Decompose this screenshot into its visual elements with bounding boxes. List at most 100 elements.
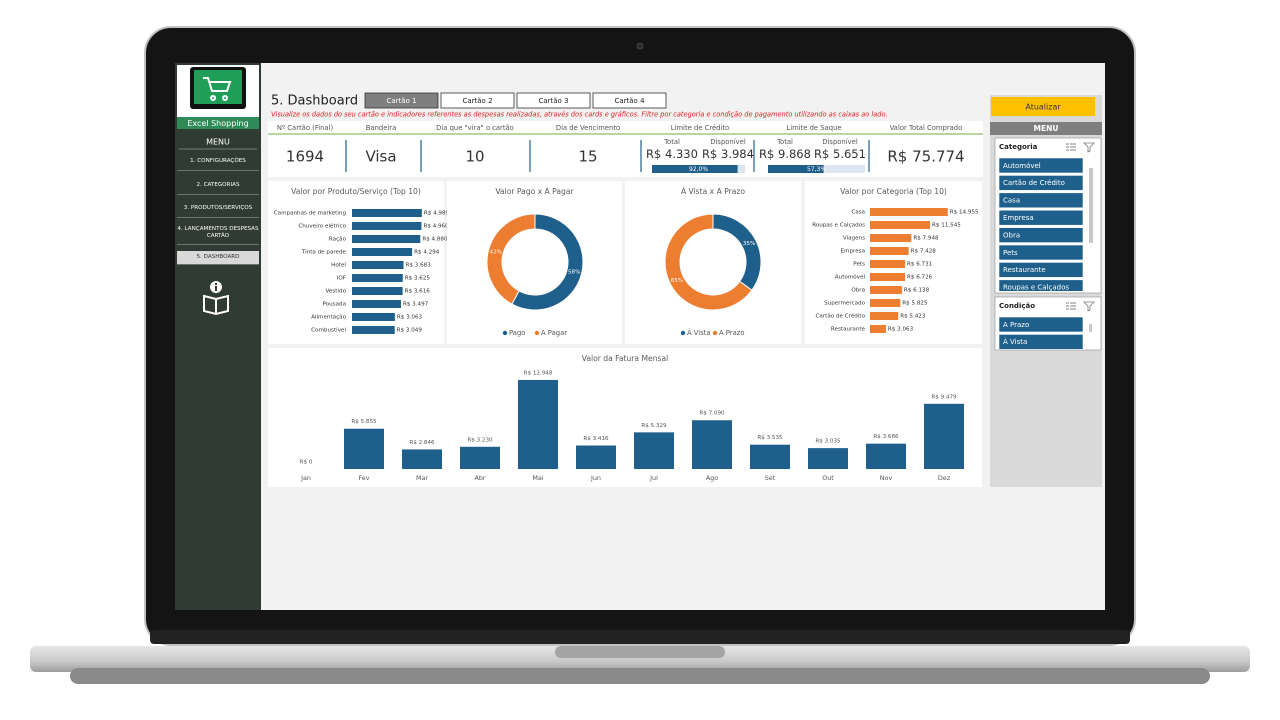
x-tick-label: Ago <box>706 474 718 482</box>
card-header: Dia de Vencimento <box>556 124 620 132</box>
dashboard-title: 5. Dashboard <box>271 94 358 109</box>
slicer-item[interactable] <box>998 279 1084 295</box>
sidebar-item[interactable]: 4. LANÇAMENTOS DESPESAS CARTÃO <box>177 221 259 245</box>
card-header: Limite de Saque <box>786 124 841 132</box>
refresh-button[interactable] <box>991 97 1095 116</box>
bar <box>870 273 905 281</box>
x-tick-label: Nov <box>880 474 893 482</box>
slicer-item[interactable] <box>998 334 1084 350</box>
slicer-item-label[interactable]: A Prazo <box>1003 321 1029 329</box>
dashboard-subtitle: Visualize os dados do seu cartão e indic… <box>271 111 888 119</box>
bar <box>866 443 906 469</box>
bar <box>870 299 901 307</box>
legend-swatch <box>502 330 508 336</box>
bar-value-label: R$ 3.497 <box>403 302 429 308</box>
bar <box>870 208 948 216</box>
info-icon-bar <box>215 286 217 291</box>
bar-value-label: R$ 5.423 <box>900 314 926 320</box>
slicer-clear-icon[interactable] <box>1083 301 1095 312</box>
legend-swatch <box>712 330 718 336</box>
book-icon <box>203 294 229 316</box>
slicer-item-label[interactable]: Empresa <box>1003 214 1034 222</box>
bar-category-label: Pets <box>853 262 865 268</box>
slicer-item-label[interactable]: Pets <box>1003 249 1018 257</box>
bar-category-label: Combustível <box>311 327 346 334</box>
sidebar-item-label[interactable]: 4. LANÇAMENTOS DESPESAS CARTÃO <box>177 221 259 245</box>
sidebar-item-label[interactable]: 2. CATEGORIAS <box>177 177 259 195</box>
limit-label: Disponível <box>822 138 858 146</box>
bar <box>460 446 500 469</box>
slicer-item-label[interactable]: Obra <box>1003 231 1020 239</box>
sidebar-item[interactable]: 3. PRODUTOS/SERVIÇOS <box>177 200 259 218</box>
chart-title: Valor Pago x A Pagar <box>495 187 574 196</box>
chart-title: Valor por Categoria (Top 10) <box>840 187 947 196</box>
slicer-item[interactable] <box>998 157 1084 174</box>
bar-value-label: R$ 4.989 <box>424 211 450 217</box>
bar-category-label: Campanhas de marketing <box>274 211 347 217</box>
card-header: Bandeira <box>366 124 396 132</box>
card-tab-label[interactable]: Cartão 4 <box>614 97 645 105</box>
card-header: Limite de Crédito <box>671 124 729 132</box>
bar <box>352 313 395 321</box>
card-tab[interactable] <box>364 92 439 109</box>
slicer-item[interactable] <box>998 244 1084 261</box>
bar-category-label: Viagens <box>843 236 865 242</box>
card-tab[interactable] <box>440 92 515 109</box>
filter-menu-bar <box>990 122 1102 135</box>
chart-title: Valor por Produto/Serviço (Top 10) <box>291 187 421 196</box>
bar-category-label: Vestido <box>326 289 347 295</box>
chart-title: Valor da Fatura Mensal <box>582 354 669 363</box>
limit-bar-label: 57,3% <box>807 166 826 173</box>
card-tab[interactable] <box>592 92 667 109</box>
slicer-multiselect-icon[interactable] <box>1066 302 1076 310</box>
slicer-item[interactable] <box>998 227 1084 243</box>
refresh-button-label[interactable]: Atualizar <box>1025 103 1061 112</box>
bar-value-label: R$ 5.825 <box>902 301 928 307</box>
slicer-item-label[interactable]: Casa <box>1003 197 1020 205</box>
card-header: Valor Total Comprado <box>890 124 963 132</box>
sidebar-item[interactable]: 1. CONFIGURAÇÕES <box>177 153 259 171</box>
sidebar-item-label[interactable]: 1. CONFIGURAÇÕES <box>177 153 259 171</box>
card-tab-label[interactable]: Cartão 1 <box>386 97 416 105</box>
card-tab-label[interactable]: Cartão 2 <box>462 97 492 105</box>
bar-category-label: Obra <box>851 288 865 294</box>
slicer-item-label[interactable]: Cartão de Crédito <box>1003 179 1065 187</box>
x-tick-label: Mai <box>532 474 543 482</box>
slicer-scrollbar[interactable] <box>1089 324 1092 332</box>
chart-panel <box>447 181 622 344</box>
laptop-camera <box>636 42 644 50</box>
slicer-item[interactable] <box>998 209 1084 226</box>
slicer-clear-icon[interactable] <box>1083 142 1095 153</box>
slicer-item-label[interactable]: Automóvel <box>1003 162 1041 170</box>
slicer-item[interactable] <box>998 262 1084 278</box>
card-tab[interactable] <box>516 92 591 109</box>
sidebar-item-label[interactable]: 3. PRODUTOS/SERVIÇOS <box>177 200 259 218</box>
slicer-item-label[interactable]: Roupas e Calçados <box>1003 284 1069 292</box>
slicer-scrollbar[interactable] <box>1089 168 1093 243</box>
bar-value-label: R$ 3.683 <box>406 263 432 269</box>
slicer-item[interactable] <box>998 316 1084 333</box>
bar-category-label: Cartão de Crédito <box>816 313 866 320</box>
bar-value-label: R$ 3.686 <box>873 434 899 440</box>
donut-value-label: 35% <box>743 241 755 247</box>
sidebar-menu-title: MENU <box>206 138 230 147</box>
laptop-base <box>30 646 1250 672</box>
slicer-title: Categoria <box>999 143 1038 151</box>
sidebar-item[interactable]: 2. CATEGORIAS <box>177 177 259 195</box>
slicer-item[interactable] <box>998 175 1084 191</box>
slicer-item[interactable] <box>998 192 1084 209</box>
slicer-item-label[interactable]: À Vista <box>1003 337 1027 346</box>
card-header: Dia que "vira" o cartão <box>436 124 514 132</box>
sidebar-item[interactable]: 5. DASHBOARD <box>177 251 259 265</box>
logo-banner <box>177 117 259 129</box>
slicer-multiselect-icon[interactable] <box>1066 143 1076 151</box>
info-icon-dot <box>215 283 217 285</box>
sidebar-item-label[interactable]: 5. DASHBOARD <box>177 251 259 265</box>
bar-value-label: R$ 3.063 <box>397 315 423 321</box>
card-value: R$ 75.774 <box>887 148 964 166</box>
bar-category-label: Supermercado <box>824 301 865 307</box>
card-tab-label[interactable]: Cartão 3 <box>538 97 568 105</box>
x-tick-label: Mar <box>416 474 428 482</box>
slicer-item-label[interactable]: Restaurante <box>1003 266 1046 274</box>
bar-category-label: Hotel <box>331 263 346 269</box>
